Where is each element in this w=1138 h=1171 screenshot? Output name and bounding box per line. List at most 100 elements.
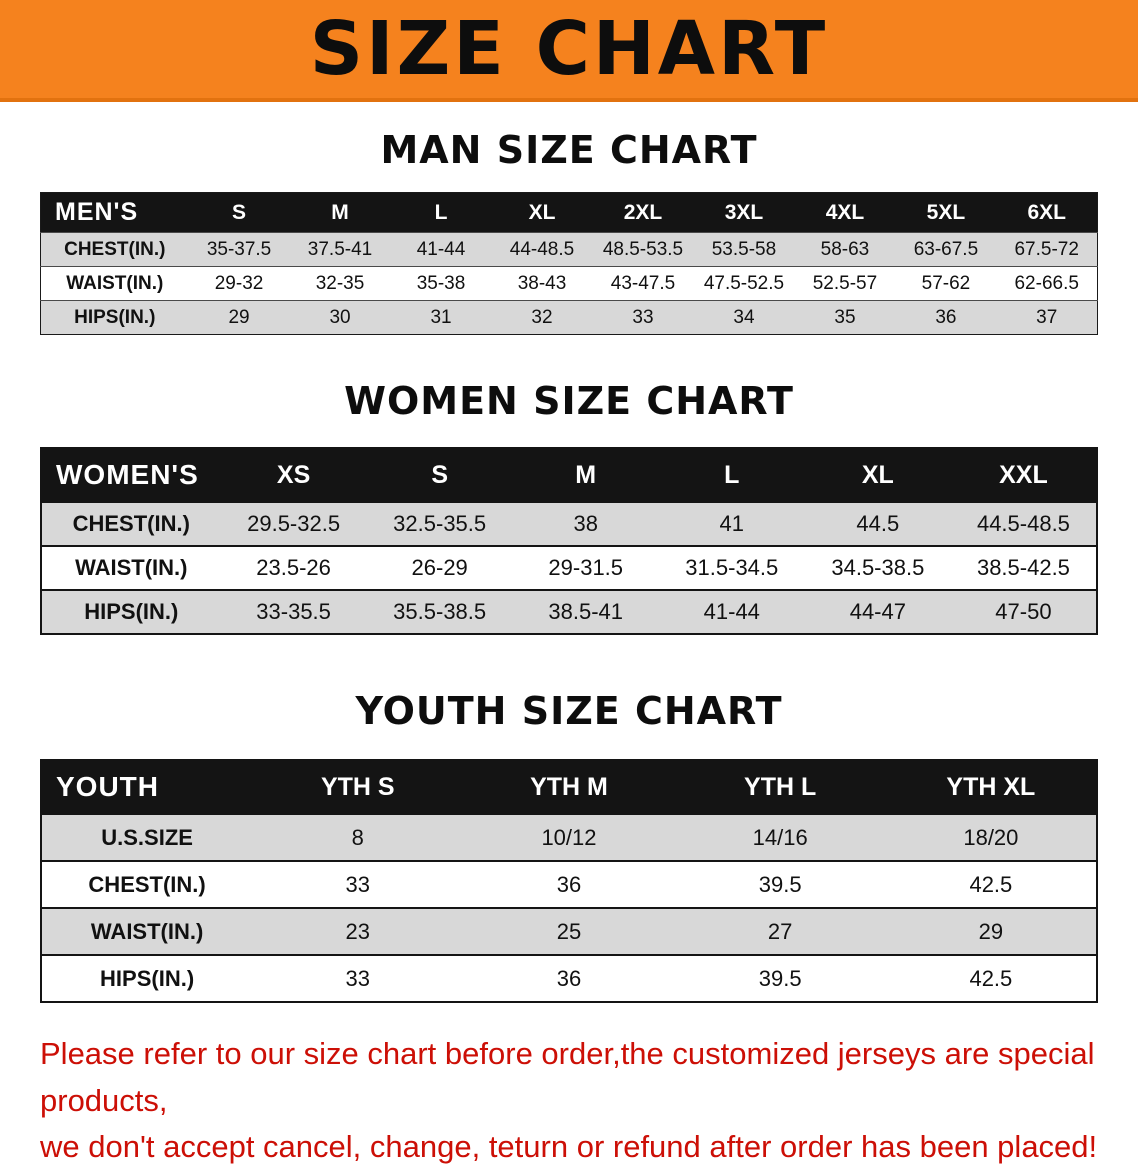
women-size-header: XS bbox=[220, 448, 367, 502]
cell: 62-66.5 bbox=[996, 266, 1098, 301]
cell: 44.5-48.5 bbox=[950, 501, 1097, 546]
men-table-title: MEN'S bbox=[40, 192, 189, 233]
women-size-header: M bbox=[512, 448, 659, 502]
cell: 38.5-42.5 bbox=[950, 545, 1097, 590]
cell: 34.5-38.5 bbox=[804, 545, 951, 590]
row-label: WAIST(IN.) bbox=[41, 907, 253, 955]
men-size-header: 6XL bbox=[996, 192, 1098, 233]
cell: 53.5-58 bbox=[693, 232, 795, 267]
cell: 41-44 bbox=[658, 589, 805, 634]
women-hips-row: HIPS(IN.) 33-35.5 35.5-38.5 38.5-41 41-4… bbox=[41, 589, 1097, 634]
cell: 32.5-35.5 bbox=[366, 501, 513, 546]
youth-size-header: YTH M bbox=[463, 760, 675, 814]
cell: 32 bbox=[491, 300, 593, 335]
cell: 10/12 bbox=[463, 813, 675, 861]
cell: 25 bbox=[463, 907, 675, 955]
cell: 47.5-52.5 bbox=[693, 266, 795, 301]
cell: 27 bbox=[674, 907, 886, 955]
row-label: HIPS(IN.) bbox=[41, 954, 253, 1002]
youth-ussize-row: U.S.SIZE 8 10/12 14/16 18/20 bbox=[41, 813, 1097, 861]
row-label: CHEST(IN.) bbox=[41, 860, 253, 908]
men-size-header: 2XL bbox=[592, 192, 694, 233]
cell: 57-62 bbox=[895, 266, 997, 301]
youth-table-title: YOUTH bbox=[41, 760, 253, 814]
men-size-header: 3XL bbox=[693, 192, 795, 233]
women-header-row: WOMEN'S XS S M L XL XXL bbox=[41, 448, 1097, 502]
youth-size-header: YTH S bbox=[252, 760, 464, 814]
men-chest-row: CHEST(IN.) 35-37.5 37.5-41 41-44 44-48.5… bbox=[40, 232, 1098, 267]
women-table-title: WOMEN'S bbox=[41, 448, 221, 502]
cell: 34 bbox=[693, 300, 795, 335]
cell: 36 bbox=[463, 860, 675, 908]
cell: 42.5 bbox=[885, 954, 1097, 1002]
cell: 29-32 bbox=[188, 266, 290, 301]
men-hips-row: HIPS(IN.) 29 30 31 32 33 34 35 36 37 bbox=[40, 300, 1098, 335]
cell: 31.5-34.5 bbox=[658, 545, 805, 590]
row-label: WAIST(IN.) bbox=[40, 266, 189, 301]
women-waist-row: WAIST(IN.) 23.5-26 26-29 29-31.5 31.5-34… bbox=[41, 545, 1097, 590]
cell: 67.5-72 bbox=[996, 232, 1098, 267]
cell: 52.5-57 bbox=[794, 266, 896, 301]
cell: 33 bbox=[592, 300, 694, 335]
men-size-header: S bbox=[188, 192, 290, 233]
women-chest-row: CHEST(IN.) 29.5-32.5 32.5-35.5 38 41 44.… bbox=[41, 501, 1097, 546]
cell: 14/16 bbox=[674, 813, 886, 861]
cell: 47-50 bbox=[950, 589, 1097, 634]
youth-waist-row: WAIST(IN.) 23 25 27 29 bbox=[41, 907, 1097, 955]
cell: 39.5 bbox=[674, 954, 886, 1002]
cell: 37.5-41 bbox=[289, 232, 391, 267]
cell: 30 bbox=[289, 300, 391, 335]
youth-header-row: YOUTH YTH S YTH M YTH L YTH XL bbox=[41, 760, 1097, 814]
cell: 33 bbox=[252, 860, 464, 908]
cell: 8 bbox=[252, 813, 464, 861]
cell: 38-43 bbox=[491, 266, 593, 301]
row-label: WAIST(IN.) bbox=[41, 545, 221, 590]
cell: 29 bbox=[188, 300, 290, 335]
women-size-header: XXL bbox=[950, 448, 1097, 502]
page-title: SIZE CHART bbox=[309, 6, 829, 92]
cell: 23 bbox=[252, 907, 464, 955]
men-size-header: 4XL bbox=[794, 192, 896, 233]
banner: SIZE CHART bbox=[0, 0, 1138, 102]
women-size-header: L bbox=[658, 448, 805, 502]
men-size-table: MEN'S S M L XL 2XL 3XL 4XL 5XL 6XL CHEST… bbox=[40, 192, 1098, 335]
cell: 48.5-53.5 bbox=[592, 232, 694, 267]
cell: 29.5-32.5 bbox=[220, 501, 367, 546]
cell: 36 bbox=[895, 300, 997, 335]
cell: 33 bbox=[252, 954, 464, 1002]
disclaimer-line-2: we don't accept cancel, change, teturn o… bbox=[40, 1129, 1098, 1164]
cell: 41 bbox=[658, 501, 805, 546]
cell: 58-63 bbox=[794, 232, 896, 267]
cell: 41-44 bbox=[390, 232, 492, 267]
men-size-header: XL bbox=[491, 192, 593, 233]
men-waist-row: WAIST(IN.) 29-32 32-35 35-38 38-43 43-47… bbox=[40, 266, 1098, 301]
cell: 35-37.5 bbox=[188, 232, 290, 267]
youth-hips-row: HIPS(IN.) 33 36 39.5 42.5 bbox=[41, 954, 1097, 1002]
cell: 35-38 bbox=[390, 266, 492, 301]
row-label: HIPS(IN.) bbox=[40, 300, 189, 335]
women-size-header: XL bbox=[804, 448, 951, 502]
cell: 63-67.5 bbox=[895, 232, 997, 267]
cell: 32-35 bbox=[289, 266, 391, 301]
youth-size-table: YOUTH YTH S YTH M YTH L YTH XL U.S.SIZE … bbox=[40, 759, 1098, 1003]
disclaimer-line-1: Please refer to our size chart before or… bbox=[40, 1036, 1095, 1118]
cell: 35 bbox=[794, 300, 896, 335]
women-chart-heading: WOMEN SIZE CHART bbox=[344, 379, 794, 423]
row-label: CHEST(IN.) bbox=[40, 232, 189, 267]
cell: 44-47 bbox=[804, 589, 951, 634]
men-size-header: M bbox=[289, 192, 391, 233]
row-label: U.S.SIZE bbox=[41, 813, 253, 861]
cell: 42.5 bbox=[885, 860, 1097, 908]
disclaimer: Please refer to our size chart before or… bbox=[40, 1031, 1098, 1171]
women-size-table: WOMEN'S XS S M L XL XXL CHEST(IN.) 29.5-… bbox=[40, 447, 1098, 635]
cell: 29 bbox=[885, 907, 1097, 955]
cell: 38.5-41 bbox=[512, 589, 659, 634]
youth-size-header: YTH XL bbox=[885, 760, 1097, 814]
youth-chest-row: CHEST(IN.) 33 36 39.5 42.5 bbox=[41, 860, 1097, 908]
cell: 18/20 bbox=[885, 813, 1097, 861]
men-size-header: L bbox=[390, 192, 492, 233]
cell: 44.5 bbox=[804, 501, 951, 546]
cell: 31 bbox=[390, 300, 492, 335]
cell: 29-31.5 bbox=[512, 545, 659, 590]
men-size-header: 5XL bbox=[895, 192, 997, 233]
